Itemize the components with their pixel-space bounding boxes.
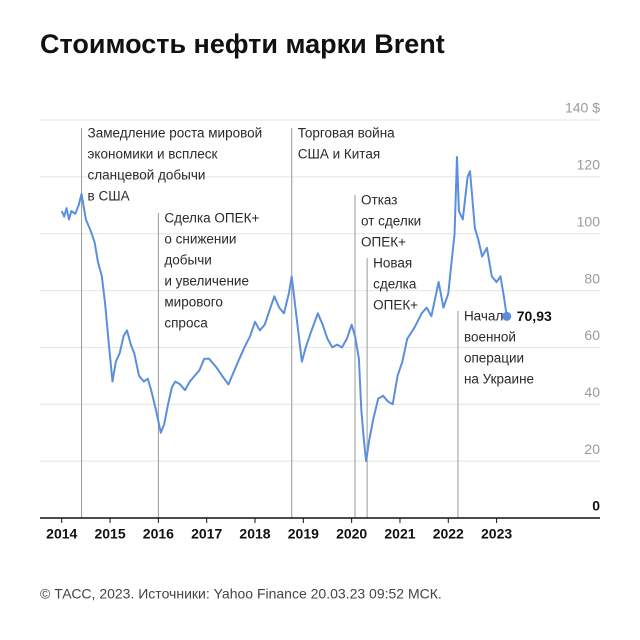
annotation-text: сделка [373,277,417,292]
x-tick-label: 2014 [46,526,77,542]
annotation-text: США и Китая [298,147,380,162]
x-tick-label: 2017 [191,526,222,542]
annotation-text: Отказ [361,193,397,208]
x-tick-label: 2016 [143,526,174,542]
annotation-text: экономики и всплеск [88,147,218,162]
x-tick-label: 2018 [239,526,270,542]
annotation-text: Новая [373,256,412,271]
annotation-text: добычи [164,253,211,268]
x-tick-label: 2023 [481,526,512,542]
annotation-text: Сделка ОПЕК+ [164,211,259,226]
y-tick-label: 140 $ [565,100,600,116]
chart-title: Стоимость нефти марки Brent [40,29,445,59]
annotation-text: ОПЕК+ [361,235,406,250]
annotation-text: Замедление роста мировой [88,126,263,141]
annotation-text: в США [88,189,130,204]
annotation-text: военной [464,330,516,345]
price-line [60,155,508,463]
annotation-text: мирового [164,295,223,310]
y-tick-label: 20 [584,441,600,457]
y-tick-label: 100 [577,213,601,229]
annotation-text: и увеличение [164,274,249,289]
x-tick-label: 2021 [384,526,415,542]
end-point [502,311,512,321]
x-tick-label: 2019 [288,526,319,542]
value-label: 70,93 [517,308,552,324]
source-note: © ТАСС, 2023. Источники: Yahoo Finance 2… [40,586,442,602]
annotation-text: на Украине [464,372,534,387]
annotation-text: спроса [164,316,208,331]
y-tick-label: 40 [584,384,600,400]
annotation-text: сланцевой добычи [88,168,206,183]
y-tick-label: 80 [584,270,600,286]
annotation-text: о снижении [164,232,236,247]
y-tick-label: 0 [592,498,600,514]
x-tick-label: 2022 [433,526,464,542]
x-tick-label: 2020 [336,526,367,542]
annotation-text: Торговая война [298,126,395,141]
y-tick-label: 60 [584,327,600,343]
x-tick-label: 2015 [94,526,125,542]
annotation-text: ОПЕК+ [373,298,418,313]
annotation-text: от сделки [361,214,421,229]
annotation-text: Начало [464,309,511,324]
y-tick-label: 120 [577,157,601,173]
annotation-text: операции [464,351,524,366]
